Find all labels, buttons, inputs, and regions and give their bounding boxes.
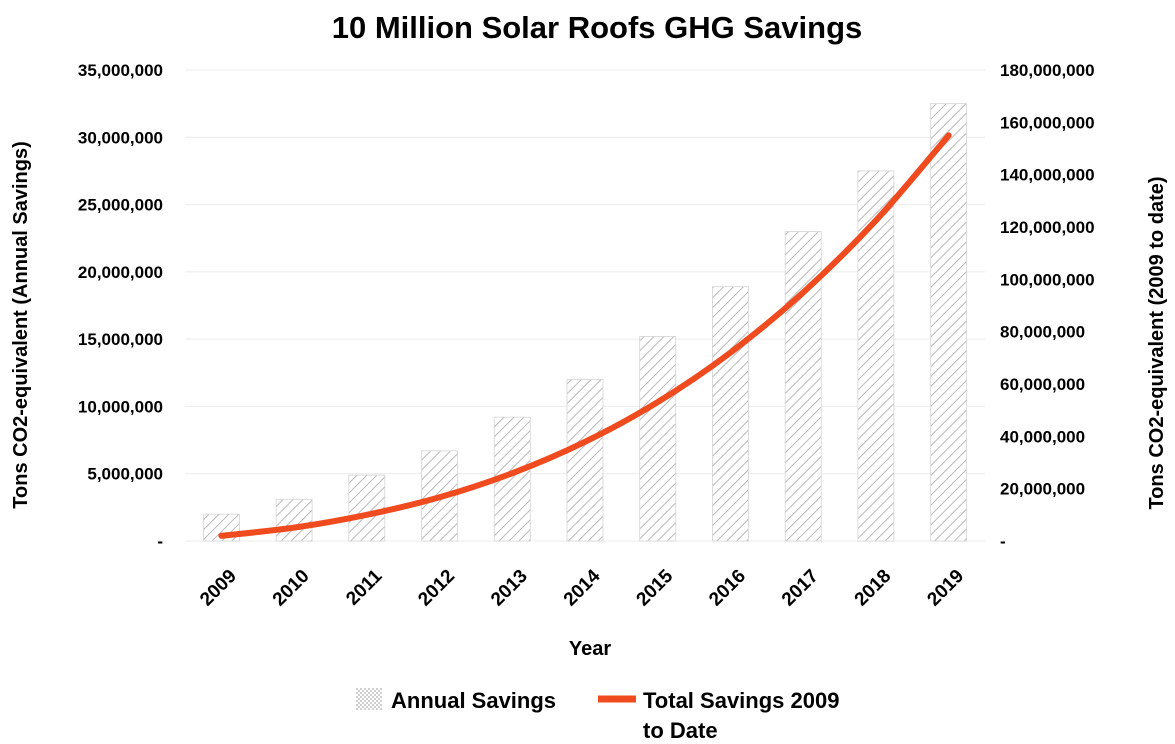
legend-swatch-annual-savings (356, 688, 382, 710)
bar (566, 379, 604, 542)
left-tick-label: 35,000,000 (78, 61, 163, 80)
x-tick-label: 2017 (778, 566, 823, 611)
bar (348, 474, 386, 542)
x-tick-label: 2018 (851, 566, 896, 611)
right-tick-label: 120,000,000 (1000, 218, 1095, 237)
right-tick-label: 80,000,000 (1000, 323, 1085, 342)
x-axis-label: Year (569, 638, 611, 660)
line-series (218, 132, 952, 539)
left-tick-label: - (157, 532, 163, 551)
left-tick-label: 30,000,000 (78, 128, 163, 147)
right-axis-ticks: - 20,000,000 40,000,000 60,000,000 80,000,00… (1000, 61, 1095, 551)
chart-title: 10 Million Solar Roofs GHG Savings (332, 10, 863, 45)
x-tick-label: 2015 (633, 565, 678, 610)
legend-label-total-savings: Total Savings 2009 to Date (643, 688, 846, 743)
right-tick-label: 20,000,000 (1000, 480, 1085, 499)
bar (275, 498, 313, 542)
x-axis-ticks: 2009 2010 2011 2012 2013 2014 2015 2016 2017 2018… (196, 565, 968, 610)
total-savings-line (218, 132, 952, 539)
bar (712, 286, 749, 542)
legend-label-annual-savings: Annual Savings (391, 688, 556, 713)
x-tick-label: 2009 (196, 566, 241, 611)
bar (493, 416, 531, 542)
left-tick-label: 5,000,000 (87, 465, 163, 484)
right-tick-label: 40,000,000 (1000, 427, 1085, 446)
left-tick-label: 15,000,000 (78, 330, 163, 349)
y-axis-label-left: Tons CO2-equivalent (Annual Savings) (10, 141, 32, 508)
left-tick-label: 25,000,000 (78, 196, 163, 215)
x-tick-label: 2016 (705, 566, 750, 611)
x-tick-label: 2010 (269, 566, 314, 611)
left-tick-label: 20,000,000 (78, 263, 163, 282)
x-tick-label: 2014 (560, 565, 605, 610)
legend: Annual Savings Total Savings 2009 to Dat… (356, 688, 846, 743)
bar-series (202, 103, 968, 542)
right-tick-label: 100,000,000 (1000, 270, 1095, 289)
bar (857, 170, 895, 542)
bar (639, 336, 677, 542)
x-tick-label: 2011 (342, 565, 386, 609)
left-axis-ticks: - 5,000,000 10,000,000 15,000,000 20,000,000… (78, 61, 163, 551)
right-tick-label: - (1000, 532, 1006, 551)
right-tick-label: 60,000,000 (1000, 375, 1085, 394)
left-tick-label: 10,000,000 (78, 397, 163, 416)
y-axis-label-right: Tons CO2-equivalent (2009 to date) (1146, 176, 1168, 509)
right-tick-label: 140,000,000 (1000, 166, 1095, 185)
x-tick-label: 2012 (414, 566, 459, 611)
right-tick-label: 160,000,000 (1000, 113, 1095, 132)
right-tick-label: 180,000,000 (1000, 61, 1095, 80)
x-tick-label: 2019 (923, 566, 968, 611)
x-tick-label: 2013 (487, 566, 532, 611)
bar (930, 103, 968, 542)
